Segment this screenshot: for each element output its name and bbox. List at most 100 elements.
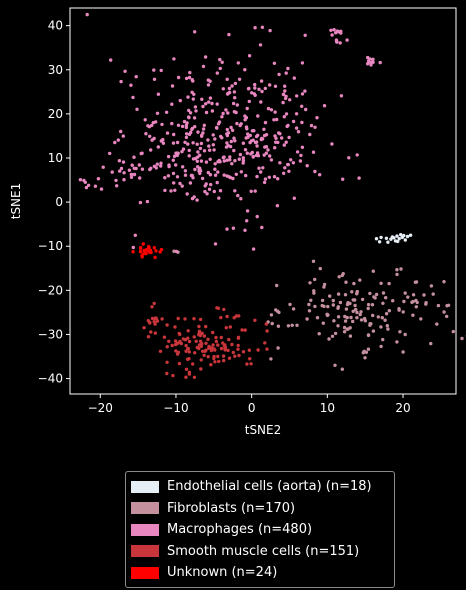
- data-point-series-3: [173, 342, 178, 347]
- data-point-series-3: [241, 350, 246, 354]
- data-point-series-2: [254, 140, 259, 144]
- data-point-series-2: [131, 95, 135, 100]
- data-point-series-0: [386, 240, 390, 244]
- data-point-series-1: [342, 330, 347, 334]
- data-point-series-2: [229, 139, 233, 144]
- data-point-series-3: [152, 301, 156, 306]
- data-point-series-2: [101, 165, 105, 169]
- data-point-series-1: [325, 313, 330, 318]
- data-point-series-2: [286, 123, 290, 128]
- data-point-series-3: [222, 307, 226, 312]
- data-point-series-4: [138, 249, 143, 254]
- data-point-series-2: [273, 146, 277, 150]
- legend-label: Unknown (n=24): [167, 565, 278, 581]
- data-point-series-2: [190, 78, 194, 82]
- legend-entry: Endothelial cells (aorta) (n=18): [126, 476, 394, 498]
- y-tick-label: −20: [38, 283, 63, 297]
- data-point-series-1: [307, 309, 312, 313]
- data-point-series-2: [291, 119, 296, 124]
- data-point-series-1: [270, 321, 274, 326]
- data-point-series-2: [180, 124, 185, 129]
- data-point-series-2: [193, 30, 197, 34]
- data-point-series-4: [147, 250, 152, 254]
- data-point-series-3: [228, 325, 232, 329]
- data-point-series-3: [216, 343, 220, 347]
- data-point-series-2: [236, 193, 240, 198]
- data-point-series-3: [249, 362, 253, 366]
- data-point-series-2: [322, 104, 327, 108]
- data-point-series-2: [159, 68, 163, 73]
- data-point-series-2: [208, 173, 213, 177]
- data-point-series-2: [283, 84, 287, 88]
- data-point-series-2: [172, 181, 176, 185]
- data-point-series-1: [332, 319, 336, 323]
- legend-swatch: [131, 545, 159, 558]
- y-tick-label: 10: [48, 151, 63, 165]
- data-point-series-2: [300, 120, 304, 125]
- data-point-series-2: [269, 158, 274, 162]
- data-point-series-2: [109, 58, 113, 62]
- data-point-series-1: [429, 284, 434, 288]
- data-point-series-2: [117, 159, 122, 163]
- data-point-series-2: [313, 169, 317, 174]
- data-point-series-1: [414, 305, 418, 309]
- data-point-series-1: [445, 314, 449, 319]
- data-point-series-2: [213, 173, 218, 177]
- data-point-series-2: [208, 148, 212, 152]
- data-point-series-3: [197, 324, 201, 329]
- data-point-series-3: [153, 322, 157, 326]
- data-point-series-1: [370, 303, 375, 307]
- data-point-series-2: [284, 94, 288, 99]
- data-point-series-2: [115, 184, 119, 188]
- data-point-series-3: [227, 337, 231, 342]
- data-point-series-1: [381, 301, 385, 305]
- data-point-series-1: [305, 317, 309, 321]
- y-tick-label: −30: [38, 327, 63, 341]
- data-point-series-2: [174, 163, 178, 167]
- data-point-series-2: [338, 41, 342, 45]
- data-point-series-2: [193, 125, 197, 129]
- data-point-series-2: [273, 84, 278, 89]
- data-point-series-1: [331, 303, 335, 307]
- data-point-series-1: [353, 303, 357, 308]
- data-point-series-3: [198, 317, 203, 322]
- data-point-series-1: [320, 303, 324, 308]
- data-point-series-2: [226, 111, 230, 115]
- data-point-series-3: [187, 339, 192, 344]
- y-tick-label: 0: [55, 195, 63, 209]
- data-point-series-4: [140, 255, 144, 259]
- data-point-series-2: [275, 117, 279, 122]
- data-point-series-2: [187, 132, 192, 137]
- data-point-series-4: [145, 247, 149, 252]
- data-point-series-1: [383, 318, 387, 322]
- data-point-series-3: [202, 334, 207, 338]
- data-point-series-3: [197, 329, 202, 333]
- data-point-series-1: [313, 304, 317, 309]
- data-point-series-2: [196, 150, 200, 154]
- data-point-series-2: [277, 72, 281, 77]
- data-point-series-2: [299, 153, 303, 158]
- data-point-series-2: [184, 125, 189, 130]
- data-point-series-3: [245, 362, 249, 366]
- data-point-series-3: [197, 343, 202, 347]
- data-point-series-2: [137, 163, 141, 167]
- data-point-series-2: [201, 127, 206, 131]
- data-point-series-1: [403, 332, 407, 337]
- data-point-series-2: [186, 142, 190, 146]
- data-point-series-2: [335, 29, 340, 33]
- data-point-series-1: [376, 315, 380, 319]
- data-point-series-2: [184, 76, 189, 81]
- data-point-series-1: [311, 259, 316, 263]
- data-point-series-3: [174, 349, 178, 353]
- data-point-series-2: [282, 171, 286, 175]
- data-point-series-2: [195, 142, 199, 146]
- data-point-series-2: [176, 123, 181, 128]
- data-point-series-2: [236, 61, 240, 65]
- data-point-series-2: [145, 199, 150, 204]
- data-point-series-3: [217, 359, 221, 364]
- data-point-series-2: [245, 209, 250, 213]
- data-point-series-1: [355, 289, 359, 294]
- data-point-series-2: [215, 180, 219, 185]
- legend-entry: Unknown (n=24): [126, 562, 394, 584]
- data-point-series-1: [358, 278, 362, 282]
